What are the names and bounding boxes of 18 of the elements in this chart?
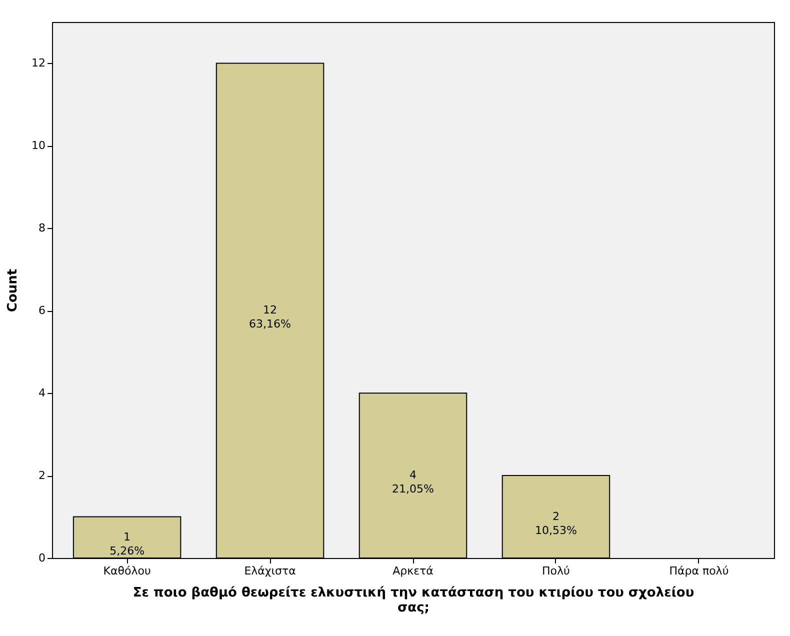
x-axis-title: Σε ποιο βαθμό θεωρείτε ελκυστική την κατάσταση του κτιρίου του σχολείου σας; xyxy=(132,586,694,616)
x-tick-label: Αρκετά xyxy=(392,564,434,578)
data-label: 12 63,16% xyxy=(249,304,292,331)
y-axis-title: Count xyxy=(6,268,21,312)
y-tick-label: 2 xyxy=(38,469,46,482)
y-tick-label: 12 xyxy=(32,56,46,70)
y-tick-label: 4 xyxy=(38,386,46,400)
data-label: 1 5,26% xyxy=(110,530,145,558)
y-tick-label: 10 xyxy=(32,139,46,152)
y-tick-label: 0 xyxy=(38,552,46,564)
x-tick-label: Πολύ xyxy=(542,564,570,578)
x-tick-label: Πάρα πολύ xyxy=(669,564,729,578)
x-tick-label: Καθόλου xyxy=(103,564,151,578)
data-label: 2 10,53% xyxy=(534,510,577,537)
y-tick-label: 8 xyxy=(38,222,46,235)
y-tick-label: 6 xyxy=(38,304,46,318)
x-tick-label: Ελάχιστα xyxy=(244,564,296,578)
data-label: 4 21,05% xyxy=(392,468,434,496)
